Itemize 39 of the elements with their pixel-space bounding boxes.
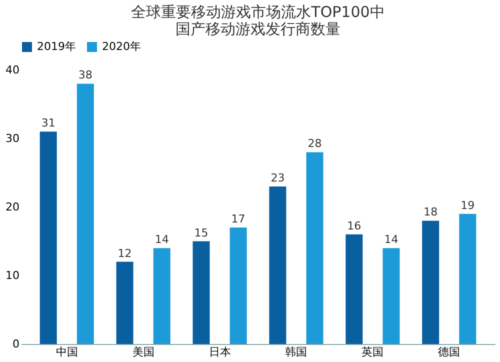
- data-label: 12: [118, 246, 132, 260]
- data-label: 14: [154, 233, 169, 246]
- data-label: 16: [347, 219, 362, 232]
- y-tick-label: 40: [6, 64, 20, 76]
- bar: [76, 84, 94, 344]
- x-tick-label: 日本: [208, 346, 231, 358]
- data-label: 14: [384, 233, 398, 246]
- y-tick-label: 10: [6, 269, 20, 282]
- text: 国产移动游戏发行商数量: [176, 20, 340, 38]
- y-tick-label: 30: [6, 132, 20, 145]
- x-tick-label: 韩国: [285, 346, 308, 358]
- data-label: 38: [78, 68, 92, 82]
- bar: [230, 228, 247, 344]
- text: 全球重要移动游戏市场流水TOP100中: [131, 3, 385, 21]
- data-label: 18: [424, 206, 438, 219]
- x-tick-label: 美国: [132, 346, 154, 358]
- bar: [459, 214, 476, 344]
- data-label: 31: [41, 116, 56, 130]
- bar: [346, 234, 363, 344]
- data-label: 28: [308, 137, 322, 150]
- bar: [116, 262, 134, 344]
- bar: [269, 186, 286, 344]
- bar: [40, 132, 57, 344]
- bar: [382, 248, 400, 344]
- legend-label: 2020年: [102, 40, 141, 53]
- bar: [192, 241, 210, 344]
- bar: [306, 152, 324, 344]
- x-tick-label: 英国: [362, 346, 384, 358]
- x-tick-label: 德国: [438, 346, 460, 358]
- y-tick-label: 20: [6, 200, 20, 214]
- data-label: 19: [460, 198, 475, 212]
- data-label: 17: [231, 212, 246, 226]
- data-label: 15: [194, 226, 208, 240]
- bar: [422, 220, 440, 344]
- y-tick-label: 0: [12, 338, 20, 350]
- x-tick-label: 中国: [56, 346, 78, 358]
- legend-label: 2019年: [37, 40, 76, 53]
- data-label: 23: [270, 171, 285, 184]
- bar: [153, 248, 170, 344]
